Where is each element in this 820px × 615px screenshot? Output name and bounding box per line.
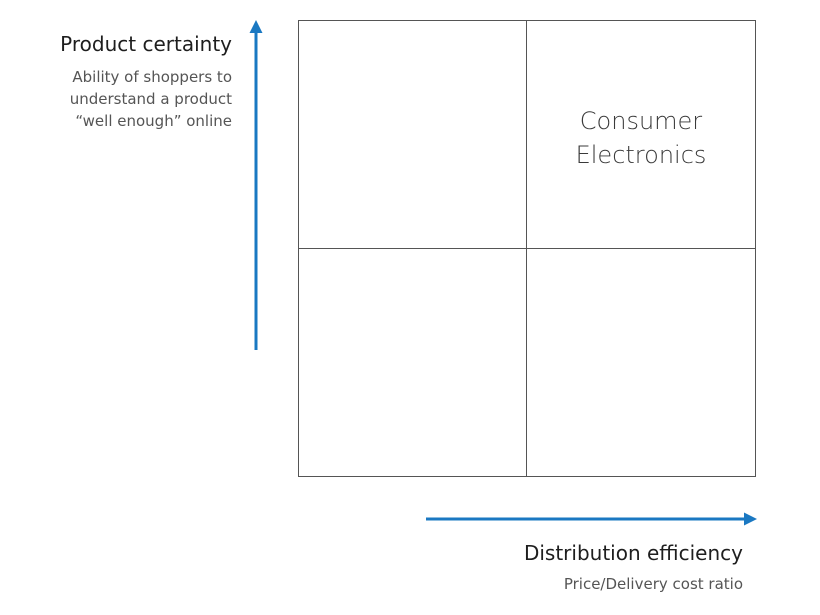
- quadrant-label: Consumer Electronics: [527, 104, 755, 172]
- x-axis-subtitle: Price/Delivery cost ratio: [563, 575, 743, 593]
- quadrant-bottom-right: [527, 249, 755, 477]
- y-axis-subtitle-line: Ability of shoppers to: [72, 68, 232, 86]
- x-axis-arrow: [426, 512, 757, 526]
- y-axis-arrow: [249, 20, 263, 350]
- y-axis-title: Product certainty: [60, 32, 232, 56]
- y-axis-arrowhead: [249, 20, 263, 33]
- quadrant-label-line: Electronics: [575, 141, 707, 169]
- y-axis-subtitle-line: understand a product: [69, 90, 232, 108]
- quadrant-grid: Consumer Electronics: [298, 20, 756, 477]
- quadrant-top-right: Consumer Electronics: [527, 21, 755, 249]
- quadrant-bottom-left: [299, 248, 527, 476]
- quadrant-top-left: [299, 21, 527, 249]
- x-axis-title: Distribution efficiency: [523, 541, 743, 565]
- x-axis-arrowhead: [744, 512, 757, 526]
- y-axis-subtitle-line: “well enough” online: [75, 112, 232, 130]
- y-axis-subtitle: Ability of shoppers to understand a prod…: [70, 66, 232, 132]
- quadrant-label-line: Consumer: [579, 107, 703, 135]
